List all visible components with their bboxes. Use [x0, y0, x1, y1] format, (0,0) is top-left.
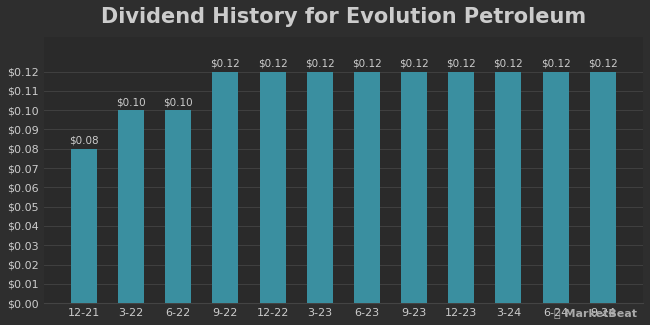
Bar	[259, 72, 285, 303]
Bar	[71, 149, 97, 303]
Bar	[401, 72, 427, 303]
Text: $0.12: $0.12	[211, 59, 240, 69]
Text: $0.10: $0.10	[163, 97, 193, 107]
Text: $0.12: $0.12	[352, 59, 382, 69]
Text: $0.12: $0.12	[447, 59, 476, 69]
Text: $0.08: $0.08	[69, 136, 99, 146]
Bar	[543, 72, 569, 303]
Text: ⨿ MarketBeat: ⨿ MarketBeat	[554, 308, 637, 318]
Text: $0.12: $0.12	[305, 59, 335, 69]
Bar	[495, 72, 521, 303]
Text: $0.12: $0.12	[399, 59, 429, 69]
Bar	[590, 72, 616, 303]
Text: $0.10: $0.10	[116, 97, 146, 107]
Text: $0.12: $0.12	[588, 59, 618, 69]
Bar	[118, 110, 144, 303]
Text: $0.12: $0.12	[493, 59, 523, 69]
Bar	[213, 72, 239, 303]
Bar	[354, 72, 380, 303]
Bar	[448, 72, 474, 303]
Title: Dividend History for Evolution Petroleum: Dividend History for Evolution Petroleum	[101, 7, 586, 27]
Bar	[165, 110, 191, 303]
Text: $0.12: $0.12	[257, 59, 287, 69]
Bar	[307, 72, 333, 303]
Text: $0.12: $0.12	[541, 59, 571, 69]
